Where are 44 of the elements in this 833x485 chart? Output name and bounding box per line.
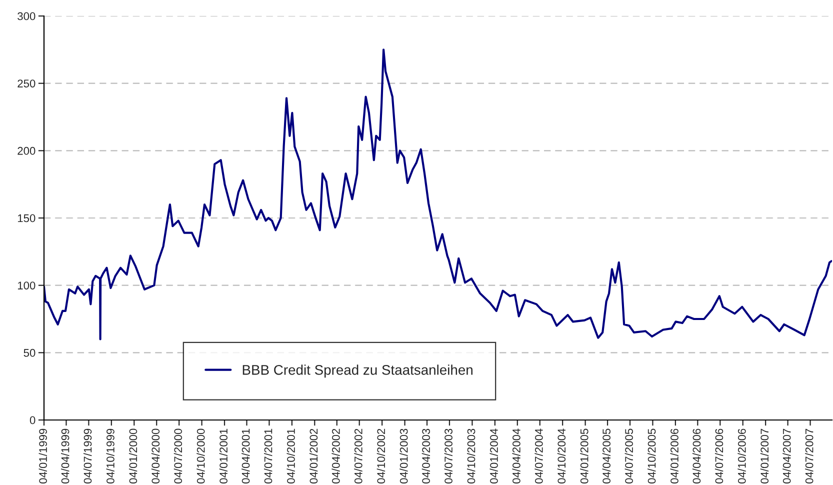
x-tick-label: 04/04/1999 [61,428,70,484]
x-tick-label: 04/10/2004 [557,428,566,484]
x-tick-label: 04/04/2007 [782,428,791,484]
x-tick-label: 04/07/2006 [714,428,724,484]
y-tick-label: 150 [18,214,36,222]
x-tick-label: 04/07/2004 [534,428,543,484]
x-tick-label: 04/07/2003 [444,428,452,484]
x-tick-label: 04/10/2001 [286,428,295,484]
x-tick-label: 04/04/2001 [242,428,250,484]
x-tick-label: 04/04/2005 [602,428,611,484]
x-tick-label: 04/01/2000 [128,428,138,484]
x-tick-label: 04/04/2002 [332,428,340,484]
x-tick-label: 04/10/2005 [648,428,656,484]
x-tick-label: 04/01/2004 [490,428,498,484]
x-tick-label: 04/04/2004 [512,428,520,484]
x-tick-label: 04/10/1999 [106,428,114,484]
x-tick-label: 04/01/1999 [38,428,47,484]
y-tick-label: 200 [18,146,36,155]
x-tick-label: 04/07/1999 [84,428,92,484]
x-tick-label: 04/07/2002 [354,428,362,484]
y-tick-label: 100 [18,282,36,290]
y-tick-label: 250 [18,80,36,88]
x-tick-label: 04/01/2006 [670,428,678,484]
y-tick-label: 50 [24,348,36,357]
x-tick-label: 04/07/2005 [624,428,633,484]
x-tick-label: 04/10/2000 [196,428,205,484]
x-tick-label: 04/04/2000 [151,428,160,484]
x-tick-label: 04/07/2001 [264,428,272,484]
x-tick-label: 04/01/2002 [309,428,318,484]
x-tick-label: 04/01/2007 [760,428,769,484]
y-tick-label: 300 [18,12,36,20]
x-tick-label: 04/10/2003 [467,428,476,484]
legend-label: BBB Credit Spread zu Staatsanleihen [242,364,472,378]
x-tick-label: 04/01/2003 [400,428,408,484]
x-tick-label: 04/07/2000 [174,428,182,484]
x-tick-label: 04/10/2002 [376,428,386,484]
x-tick-label: 04/01/2001 [219,428,228,484]
x-tick-label: 04/04/2006 [692,428,701,484]
line-series [44,48,832,340]
x-tick-label: 04/04/2003 [422,428,430,484]
y-tick-label: 0 [30,416,36,424]
x-tick-label: 04/10/2006 [738,428,746,484]
x-tick-label: 04/07/2007 [805,428,814,484]
x-tick-label: 04/01/2005 [580,428,588,484]
